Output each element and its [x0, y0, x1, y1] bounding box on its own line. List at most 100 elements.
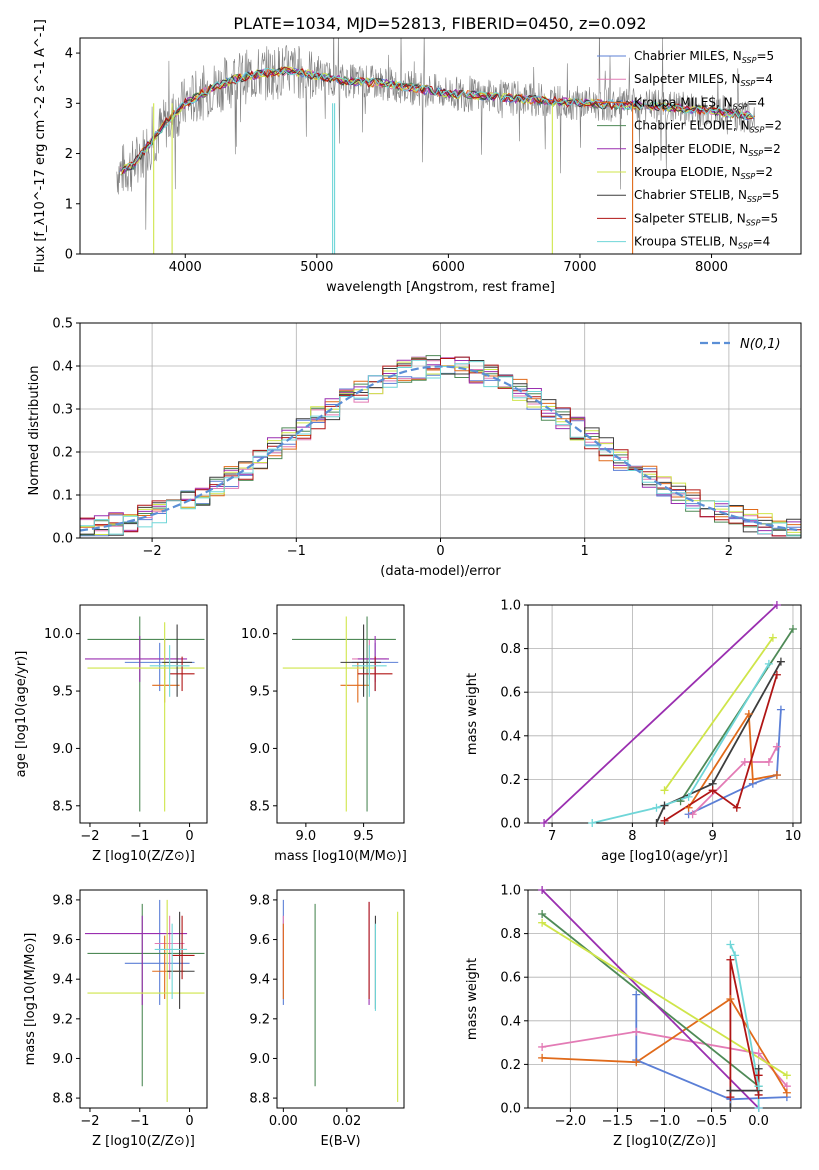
y-axis-label: mass weight	[465, 958, 480, 1040]
normal-curve	[80, 365, 801, 532]
y-tick-label: 0.4	[52, 360, 73, 375]
panel-residuals: −2 −1 0 1 2 0.0 0.1 0.2 0.3 0.4 0.5 (data-model)/er…	[27, 317, 802, 579]
y-tick-label: 0.5	[52, 317, 73, 332]
panel-mass-vs-Z: −2 −1 0 8.8 9.0 9.2 9.4 9.6 9.8 Z [log10(Z/Z⊙)] ma…	[23, 889, 208, 1149]
y-tick-label: 9.5	[249, 685, 270, 700]
weight-line-salpeter-miles	[691, 746, 778, 815]
weight-marker-chabrier-stelib	[726, 1104, 735, 1112]
weight-marker-chabrier-stelib	[652, 819, 661, 827]
x-tick-label: −0.5	[696, 1114, 728, 1129]
plot-area	[84, 616, 205, 812]
y-tick-label: 8.5	[249, 799, 270, 814]
weight-marker-salpeter-miles	[772, 742, 781, 751]
panel-age-vs-mass: 9.0 9.5 8.5 9.0 9.5 10.0 mass [log10(M/M⊙)]	[241, 604, 407, 864]
weight-marker-kroupa-miles	[538, 1053, 547, 1062]
y-tick-label: 9.2	[52, 1012, 73, 1027]
y-tick-label: 0.6	[500, 686, 521, 701]
figure-title: PLATE=1034, MJD=52813, FIBERID=0450, z=0…	[233, 14, 646, 33]
x-tick-label: −1.5	[602, 1114, 634, 1129]
weight-marker-kroupa-elodie	[782, 1071, 791, 1080]
weight-marker-kroupa-stelib	[754, 1104, 763, 1112]
x-axis-label: mass [log10(M/M⊙)]	[274, 849, 407, 864]
weight-line-kroupa-miles	[542, 997, 788, 1094]
weight-line-kroupa-miles	[687, 711, 778, 809]
y-axis-label: age [log10(age/yr)]	[14, 651, 29, 778]
weight-marker-chabrier-stelib	[776, 657, 785, 666]
weight-marker-chabrier-miles	[632, 990, 641, 999]
y-tick-label: 0.0	[52, 532, 73, 547]
axes-frame	[79, 604, 208, 824]
x-tick-label: −1.0	[649, 1114, 681, 1129]
y-tick-label: 0	[65, 248, 73, 263]
weight-line-salpeter-elodie	[541, 890, 760, 1108]
weight-marker-salpeter-stelib	[708, 786, 717, 795]
weight-line-kroupa-elodie	[663, 637, 774, 791]
weight-marker-salpeter-stelib	[660, 816, 669, 825]
legend-label-salpeter-elodie: Salpeter ELODIE, NSSP=2	[634, 142, 781, 158]
weight-marker-salpeter-stelib	[726, 955, 735, 964]
weight-marker-salpeter-elodie	[772, 601, 781, 609]
legend-label-salpeter-miles: Salpeter MILES, NSSP=4	[634, 72, 773, 88]
y-tick-label: 0.2	[500, 1058, 521, 1073]
x-axis-label: Z [log10(Z/Z⊙)]	[613, 1134, 716, 1149]
y-tick-label: 9.0	[52, 742, 73, 757]
weight-marker-salpeter-miles	[754, 1049, 763, 1058]
panel-spectrum: 4000 5000 6000 7000 8000 0 1 2 3 4 wavelength [Ang…	[33, 19, 802, 295]
plot-area	[116, 38, 756, 254]
y-axis-label: Normed distribution	[27, 366, 42, 496]
x-tick-label: 9	[709, 829, 717, 844]
weight-marker-kroupa-stelib	[684, 792, 693, 801]
weight-line-kroupa-elodie	[541, 921, 788, 1077]
y-tick-label: 0.0	[500, 1102, 521, 1117]
weight-marker-chabrier-elodie	[676, 797, 685, 806]
weight-marker-kroupa-stelib	[726, 940, 735, 949]
y-tick-label: 10.0	[44, 627, 73, 642]
x-tick-label: 9.5	[353, 829, 374, 844]
x-tick-label: −2.0	[555, 1114, 587, 1129]
x-tick-label: 0	[436, 544, 444, 559]
x-axis-label: E(B-V)	[320, 1134, 360, 1149]
weight-marker-kroupa-elodie	[768, 633, 777, 642]
y-tick-label: 0.6	[500, 971, 521, 986]
x-tick-label: 9.0	[296, 829, 317, 844]
x-tick-label: 0.0	[748, 1114, 769, 1129]
y-tick-label: 9.0	[249, 742, 270, 757]
legend-label-chabrier-miles: Chabrier MILES, NSSP=5	[634, 49, 774, 65]
y-tick-label: 0.1	[52, 489, 73, 504]
weight-marker-salpeter-miles	[740, 757, 749, 766]
weight-marker-salpeter-stelib	[754, 1071, 763, 1080]
x-tick-label: 5000	[300, 260, 333, 275]
weight-marker-kroupa-miles	[772, 771, 781, 780]
x-axis-label: wavelength [Angstrom, rest frame]	[326, 280, 555, 295]
x-tick-label: 0.00	[269, 1114, 298, 1129]
y-tick-label: 9.0	[249, 1052, 270, 1067]
y-tick-label: 8.8	[249, 1092, 270, 1107]
weight-marker-kroupa-elodie	[660, 786, 669, 795]
y-tick-label: 0.4	[500, 1014, 521, 1029]
y-tick-label: 3	[65, 97, 73, 112]
axes-frame	[276, 889, 405, 1109]
weight-marker-salpeter-elodie	[540, 819, 549, 827]
plot-area	[80, 355, 801, 537]
y-tick-label: 9.4	[249, 973, 270, 988]
y-tick-label: 9.0	[52, 1052, 73, 1067]
x-tick-label: −1	[130, 829, 149, 844]
y-tick-label: 0.2	[500, 773, 521, 788]
y-tick-label: 0.0	[500, 817, 521, 832]
y-tick-label: 0.4	[500, 729, 521, 744]
legend: Chabrier MILES, NSSP=5 Salpeter MILES, NS…	[597, 49, 782, 251]
legend-label-normal: N(0,1)	[740, 337, 781, 352]
y-tick-label: 10.0	[241, 627, 270, 642]
observed-spectrum	[116, 38, 755, 230]
plot-area	[282, 616, 399, 812]
y-tick-label: 2	[65, 147, 73, 162]
weight-line-kroupa-stelib	[591, 663, 770, 823]
weight-marker-chabrier-miles	[776, 705, 785, 714]
weight-marker-salpeter-elodie	[538, 886, 547, 894]
plot-area	[543, 605, 794, 823]
x-tick-label: 0	[185, 829, 193, 844]
model-spectrum-kroupa-stelib	[122, 67, 755, 170]
weight-line-salpeter-elodie	[543, 605, 778, 823]
x-tick-label: 4000	[169, 260, 202, 275]
